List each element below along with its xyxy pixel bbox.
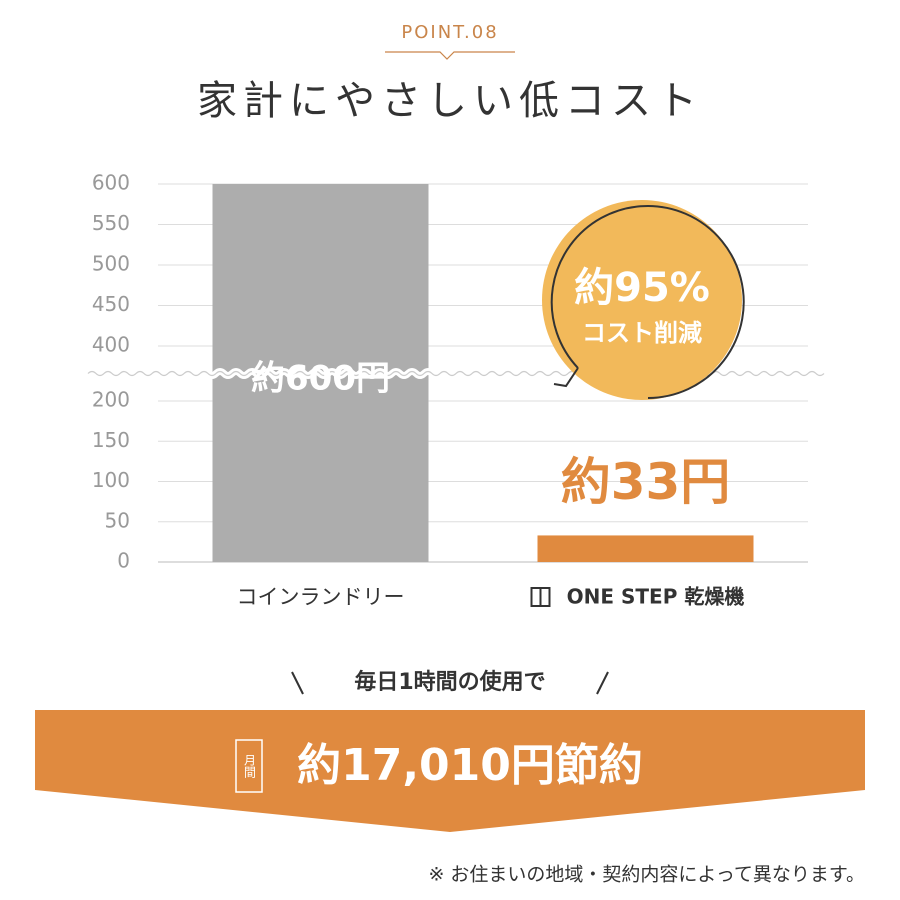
y-tick-label: 550 [92, 211, 130, 235]
y-tick-label: 600 [92, 171, 130, 195]
period-label: 月間 [243, 754, 257, 778]
y-tick-label: 100 [92, 468, 130, 492]
period-box [235, 739, 263, 793]
callout-value: 約95% [574, 265, 710, 311]
condition: 毎日1時間の使用で [354, 670, 545, 695]
deco-slash [596, 671, 609, 695]
y-tick-label: 500 [92, 252, 130, 276]
saving-label: 約17,010円節約 [297, 740, 643, 791]
y-tick-label: 150 [92, 428, 130, 452]
chart-title: 家計にやさしい低コスト [197, 78, 703, 124]
x-tick-label: ONE STEP 乾燥機 [567, 585, 745, 609]
callout-outline [550, 205, 745, 399]
x-tick-label: コインランドリー [237, 585, 405, 609]
deco-slash [291, 671, 304, 695]
footnote: ※ お住まいの地域・契約内容によって異なります。 [428, 864, 865, 886]
point-label: POINT.08 [401, 22, 498, 43]
bar [537, 535, 754, 562]
point-underline [385, 51, 515, 60]
callout-label: コスト削減 [582, 319, 702, 347]
y-tick-label: 0 [117, 549, 130, 573]
y-tick-label: 50 [105, 508, 130, 532]
callout-tail [553, 367, 579, 388]
value-label: 約33円 [561, 453, 731, 511]
y-tick-label: 200 [92, 388, 130, 412]
y-tick-label: 400 [92, 333, 130, 357]
callout-circle [542, 200, 742, 400]
value-label: 約600円 [251, 359, 390, 399]
y-tick-label: 450 [92, 292, 130, 316]
